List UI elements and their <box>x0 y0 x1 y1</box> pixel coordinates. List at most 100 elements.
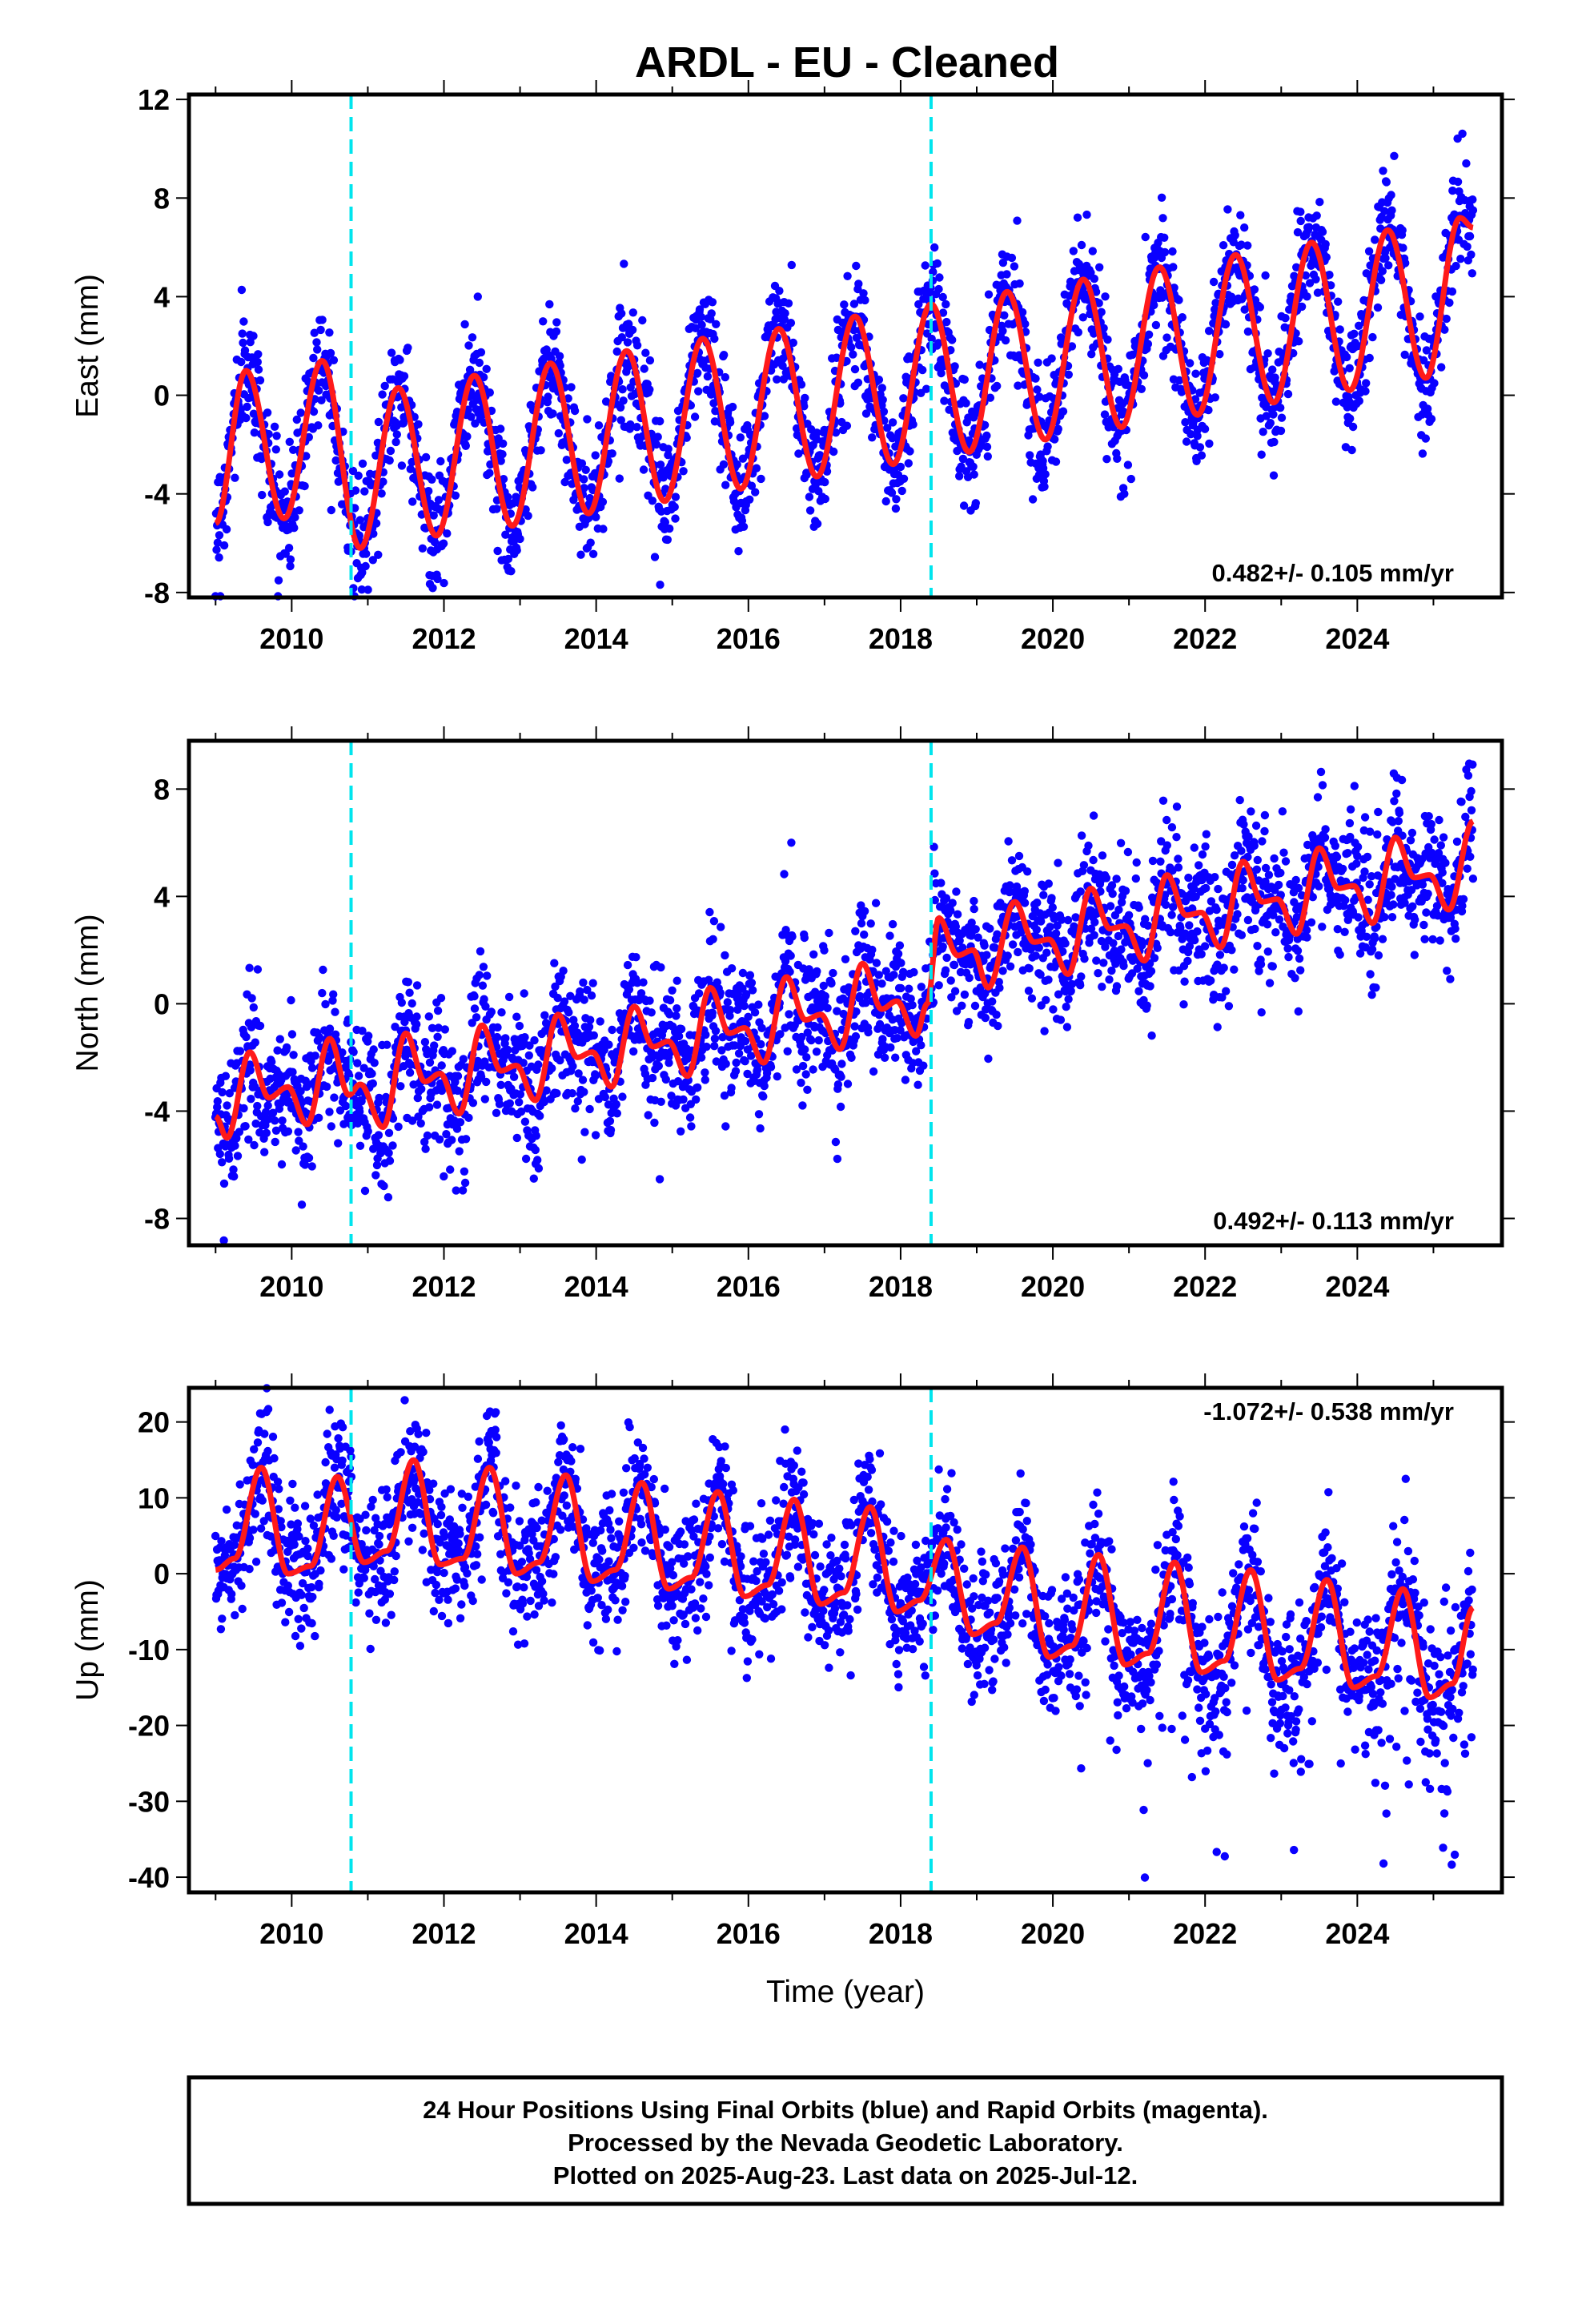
data-point <box>1101 292 1110 301</box>
data-point <box>1079 861 1089 870</box>
data-point <box>664 451 673 460</box>
data-point <box>707 309 716 318</box>
data-point <box>263 1101 272 1110</box>
data-point <box>230 1172 239 1181</box>
data-point <box>946 907 955 915</box>
data-point <box>468 333 477 342</box>
data-point <box>1184 873 1193 883</box>
data-point <box>1250 841 1259 850</box>
data-point <box>1302 926 1311 935</box>
data-point <box>222 525 231 534</box>
data-point <box>1000 311 1009 320</box>
data-point <box>1014 947 1022 957</box>
data-point <box>1253 855 1263 865</box>
data-point <box>455 1147 464 1156</box>
data-point <box>258 490 267 500</box>
data-point <box>1137 384 1146 393</box>
data-point <box>576 987 584 996</box>
data-point <box>1014 851 1024 861</box>
data-point <box>309 407 319 416</box>
data-point <box>747 979 757 987</box>
data-point <box>456 1118 465 1127</box>
data-point <box>1303 933 1311 942</box>
data-point <box>479 372 488 382</box>
data-point <box>433 1006 443 1015</box>
data-point <box>998 967 1007 975</box>
data-point <box>1318 227 1327 236</box>
data-point <box>701 1068 709 1077</box>
data-point <box>504 1045 512 1055</box>
data-point <box>1008 940 1018 949</box>
data-point <box>562 456 571 464</box>
data-point <box>271 1116 279 1125</box>
data-point <box>841 955 850 964</box>
data-point <box>628 308 637 317</box>
data-point <box>807 1035 816 1045</box>
data-point <box>1468 195 1477 204</box>
data-point <box>383 1040 391 1049</box>
data-point <box>823 1003 832 1013</box>
data-point <box>429 511 438 520</box>
data-point <box>965 973 974 983</box>
data-point <box>734 547 743 556</box>
data-point <box>1123 460 1133 469</box>
data-point <box>1162 841 1172 850</box>
data-point <box>1058 407 1068 416</box>
data-point <box>1295 337 1303 346</box>
data-point <box>960 375 970 384</box>
data-point <box>1095 263 1104 271</box>
data-point <box>1156 857 1165 866</box>
data-point <box>485 388 494 397</box>
data-point <box>1235 795 1244 805</box>
data-point <box>1384 261 1393 270</box>
data-point <box>1335 325 1344 334</box>
data-point <box>983 452 993 461</box>
data-point <box>1020 899 1030 907</box>
data-point <box>1442 314 1451 324</box>
data-point <box>334 1139 343 1148</box>
data-point <box>397 461 407 470</box>
data-point <box>307 1063 317 1072</box>
data-point <box>1160 233 1169 242</box>
data-point <box>940 396 949 405</box>
data-point <box>1257 1008 1266 1017</box>
data-point <box>434 496 444 505</box>
data-point <box>231 1141 239 1150</box>
data-point <box>528 483 537 492</box>
data-point <box>355 1141 365 1151</box>
data-point <box>703 372 713 381</box>
data-point <box>1251 821 1261 830</box>
data-point <box>263 408 272 417</box>
data-point <box>285 437 294 446</box>
data-point <box>239 1104 248 1113</box>
data-point <box>665 995 675 1005</box>
data-point <box>1463 242 1472 251</box>
data-point <box>1209 277 1219 287</box>
data-point <box>1467 250 1476 259</box>
data-point <box>1174 863 1183 872</box>
data-point <box>1048 903 1058 912</box>
data-point <box>843 1080 853 1088</box>
data-point <box>512 1133 521 1143</box>
data-point <box>598 497 608 506</box>
data-point <box>1153 943 1162 953</box>
data-point <box>482 364 491 373</box>
data-point <box>1042 948 1051 957</box>
data-point <box>701 1030 710 1039</box>
data-point <box>313 345 322 354</box>
data-point <box>460 1178 470 1188</box>
data-point <box>1089 811 1098 820</box>
data-point <box>1139 371 1149 380</box>
data-point <box>969 462 978 471</box>
data-point <box>904 459 913 468</box>
data-point <box>1237 931 1247 939</box>
data-point <box>1253 942 1262 951</box>
data-point <box>540 1011 549 1020</box>
data-point <box>679 467 688 476</box>
data-point <box>812 1047 821 1056</box>
data-point <box>854 279 863 288</box>
data-point <box>591 451 600 460</box>
data-point <box>417 1084 426 1094</box>
data-point <box>1348 422 1358 432</box>
data-point <box>786 951 795 960</box>
